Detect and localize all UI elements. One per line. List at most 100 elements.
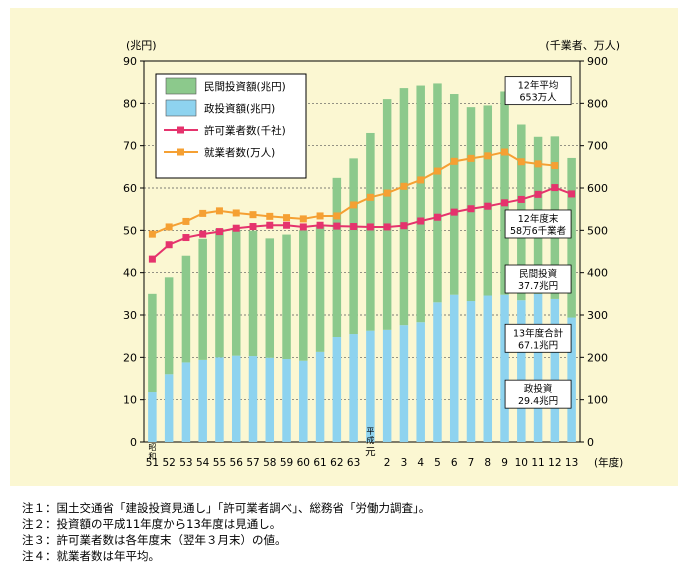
bar-government-investment — [181, 362, 191, 442]
bar-private-investment — [231, 229, 241, 356]
point-employed-persons — [517, 158, 525, 166]
x-tick-label: 4 — [417, 457, 424, 469]
y-right-tick-label: 700 — [587, 140, 608, 153]
bar-private-investment — [248, 230, 258, 357]
note-3: 注３：許可業者数は各年度末（翌年３月末）の値。 — [22, 533, 287, 547]
bar-government-investment — [198, 359, 207, 442]
annotation-text: 民間投資 — [519, 268, 557, 280]
y-right-tick-label: 100 — [587, 394, 608, 407]
bar-government-investment — [164, 374, 174, 442]
point-licensed-contractors — [568, 190, 576, 198]
legend-swatch — [165, 77, 197, 95]
annotation-box — [504, 209, 572, 239]
bar-private-investment — [198, 238, 207, 360]
x-tick-label: 61 — [313, 457, 326, 469]
point-licensed-contractors — [400, 222, 408, 230]
point-employed-persons — [501, 148, 509, 156]
y-left-tick-label: 50 — [123, 224, 137, 237]
point-licensed-contractors — [366, 223, 374, 231]
x-tick-label: 8 — [484, 457, 491, 469]
bar-government-investment — [366, 330, 375, 442]
x-tick-label: 57 — [246, 457, 259, 469]
bar-government-investment — [466, 301, 476, 442]
y-left-axis-label: (兆円) — [126, 39, 157, 52]
point-licensed-contractors — [316, 221, 324, 229]
x-unit-label: (年度) — [594, 456, 623, 469]
bar-private-investment — [349, 158, 358, 335]
point-employed-persons — [417, 176, 425, 184]
bar-private-investment — [265, 238, 275, 358]
y-right-tick-label: 900 — [587, 55, 608, 68]
y-left-tick-label: 0 — [130, 436, 137, 449]
point-employed-persons — [215, 207, 223, 215]
era-label: 和 — [148, 452, 156, 461]
annotation-box — [504, 323, 572, 353]
point-employed-persons — [484, 152, 492, 160]
chart: 0102030405060708090010020030040050060070… — [123, 39, 623, 469]
legend-label: 民間投資額(兆円) — [204, 80, 286, 93]
point-employed-persons — [316, 212, 324, 220]
bar-government-investment — [231, 355, 241, 442]
point-employed-persons — [450, 157, 458, 165]
x-tick-label: 元 — [365, 446, 376, 458]
x-tick-label: 12 — [548, 457, 561, 469]
bar-private-investment — [181, 255, 191, 363]
x-tick-label: 11 — [531, 457, 544, 469]
notes: 注１：国土交通省「建設投資見通し」「許可業者調べ」、総務省「労働力調査」。 注２… — [22, 500, 662, 564]
point-licensed-contractors — [299, 223, 307, 231]
bar-private-investment — [366, 132, 375, 331]
bar-private-investment — [332, 177, 342, 338]
y-left-tick-label: 60 — [123, 182, 137, 195]
y-left-tick-label: 70 — [123, 140, 137, 153]
point-licensed-contractors — [433, 213, 441, 221]
point-employed-persons — [366, 193, 374, 201]
note-1: 注１：国土交通省「建設投資見通し」「許可業者調べ」、総務省「労働力調査」。 — [22, 501, 431, 515]
y-right-axis-label: (千業者、万人) — [545, 39, 620, 52]
point-employed-persons — [232, 209, 240, 217]
bar-private-investment — [483, 105, 493, 296]
annotation-text: 12年平均 — [518, 80, 559, 92]
bar-private-investment — [567, 157, 576, 318]
x-tick-label: 2 — [384, 457, 391, 469]
annotation-text: 653万人 — [520, 93, 558, 104]
note-4: 注４：就業者数は年平均。 — [22, 549, 160, 563]
x-tick-label: 6 — [451, 457, 458, 469]
bar-private-investment — [215, 228, 224, 358]
point-licensed-contractors — [215, 228, 223, 236]
y-right-tick-label: 0 — [587, 436, 594, 449]
point-employed-persons — [165, 223, 173, 231]
y-right-tick-label: 500 — [587, 224, 608, 237]
point-licensed-contractors — [350, 223, 358, 231]
x-tick-label: 54 — [196, 457, 210, 469]
x-tick-label: 13 — [565, 457, 578, 469]
point-licensed-contractors — [417, 217, 425, 225]
annotation-text: 政投資 — [524, 383, 553, 395]
y-right-tick-label: 300 — [587, 309, 608, 322]
bar-private-investment — [299, 230, 308, 361]
bar-private-investment — [148, 293, 157, 393]
point-employed-persons — [333, 212, 341, 220]
point-employed-persons — [148, 230, 156, 238]
annotation-text: 67.1兆円 — [518, 340, 558, 351]
point-employed-persons — [433, 167, 441, 175]
legend-label: 許可業者数(千社) — [204, 124, 286, 137]
point-licensed-contractors — [182, 234, 190, 242]
bar-government-investment — [148, 392, 157, 442]
bar-government-investment — [517, 300, 526, 442]
x-tick-label: 10 — [515, 457, 528, 469]
bar-private-investment — [164, 277, 174, 375]
x-tick-label: 7 — [468, 457, 475, 469]
bar-government-investment — [533, 293, 543, 442]
x-tick-label: 3 — [401, 457, 408, 469]
bar-private-investment — [382, 99, 392, 330]
point-employed-persons — [383, 189, 391, 197]
point-licensed-contractors — [232, 224, 240, 232]
point-employed-persons — [534, 160, 542, 168]
annotation-box — [504, 264, 572, 294]
point-employed-persons — [400, 182, 408, 190]
point-licensed-contractors — [199, 230, 207, 238]
bar-private-investment — [433, 83, 442, 303]
bar-government-investment — [416, 322, 425, 442]
point-employed-persons — [551, 162, 559, 170]
bar-government-investment — [215, 357, 224, 442]
